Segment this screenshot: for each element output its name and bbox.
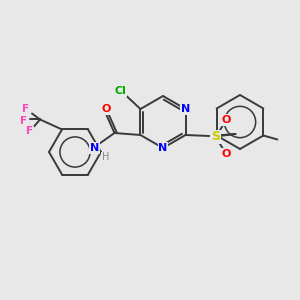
Text: F: F [20,116,28,127]
Text: N: N [181,104,190,114]
Text: O: O [222,115,231,125]
Text: S: S [211,130,220,143]
Text: F: F [26,127,34,136]
Text: N: N [90,143,99,153]
Text: Cl: Cl [115,86,126,96]
Text: N: N [158,143,168,153]
Text: F: F [22,104,30,115]
Text: O: O [222,149,231,159]
Text: O: O [102,104,111,114]
Text: H: H [102,152,109,162]
